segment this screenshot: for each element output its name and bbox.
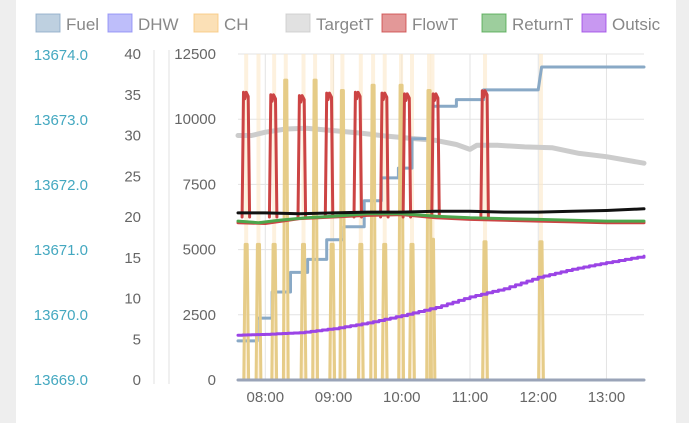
legend-label-ch: CH [224, 15, 249, 34]
series-ch-pulse [281, 78, 290, 382]
series-flowt-pulse [401, 92, 413, 219]
series-ch-pulse [369, 83, 377, 382]
legend-label-dhw: DHW [138, 15, 179, 34]
temp-axis-tick: 20 [124, 209, 141, 226]
series-ch-pulse [397, 83, 405, 382]
ch-axis-tick: 5000 [183, 242, 216, 259]
ch-axis-tick: 2500 [183, 307, 216, 324]
series-ch-pulse [242, 242, 251, 382]
fuel-axis-tick: 13669.0 [34, 372, 88, 389]
temp-axis-tick: 30 [124, 128, 141, 145]
series-ch-pulse [338, 89, 347, 382]
temp-axis-tick: 40 [124, 46, 141, 63]
series-flowt-pulse [430, 92, 441, 219]
series-flowt-pulse [379, 91, 390, 219]
x-axis-tick: 12:00 [519, 389, 557, 406]
series-ch-pulse [481, 240, 489, 382]
fuel-axis-tick: 13673.0 [34, 112, 88, 129]
ch-axis-tick: 7500 [183, 176, 216, 193]
series-ch-pulse [270, 242, 279, 382]
ch-burner-band [399, 54, 404, 380]
series-ch-pulse [356, 242, 365, 382]
legend-label-outsic: Outsic [612, 15, 661, 34]
series-ch-pulse [537, 240, 545, 382]
ch-axis-tick: 10000 [174, 111, 216, 128]
ch-axis-tick: 12500 [174, 46, 216, 63]
chart-card: Fuel DHW CH TargetT FlowT ReturnT Outsic 13674.… [16, 0, 676, 423]
temp-axis-tick: 35 [124, 87, 141, 104]
ch-burner-band [272, 54, 277, 380]
series-ch-pulse [311, 78, 319, 382]
x-axis-tick: 10:00 [383, 389, 421, 406]
legend-swatch-ch [193, 13, 219, 33]
legend-label-flowt: FlowT [412, 15, 458, 34]
chart-svg: Fuel DHW CH TargetT FlowT ReturnT Outsic 13674.… [34, 13, 661, 406]
legend-label-targett: TargetT [316, 15, 374, 34]
legend-swatch-outsic [581, 13, 607, 33]
ch-burner-band [244, 54, 249, 380]
series-flowt-pulse [323, 91, 335, 219]
ch-burner-band [283, 54, 288, 380]
x-axis-tick: 08:00 [247, 389, 285, 406]
series-ch-pulse [380, 242, 389, 382]
ch-burner-band [382, 54, 387, 380]
series-ch-pulse [328, 242, 337, 382]
x-axis-tick: 13:00 [588, 389, 626, 406]
legend-swatch-targett [285, 13, 311, 33]
fuel-axis-tick: 13674.0 [34, 47, 88, 64]
legend-swatch-flowt [381, 13, 407, 33]
legend-swatch-fuel [35, 13, 61, 33]
temp-axis-tick: 5 [133, 331, 141, 348]
series-flowt-pulse [267, 93, 279, 219]
fuel-axis-tick: 13672.0 [34, 177, 88, 194]
series-flowt-pulse [352, 90, 363, 219]
temp-axis-tick: 15 [124, 250, 141, 267]
fuel-axis-tick: 13671.0 [34, 242, 88, 259]
series-flowt-pulse [479, 89, 490, 219]
series-outside-line [236, 254, 646, 337]
temp-axis-tick: 0 [133, 372, 141, 389]
series-flowt-pulse [296, 94, 308, 219]
x-axis-tick: 11:00 [452, 389, 488, 406]
series-returnt-line [236, 212, 646, 225]
ch-burner-band [371, 54, 376, 380]
ch-burner-band [538, 54, 543, 380]
ch-axis-tick: 0 [208, 372, 216, 389]
legend-swatch-returnt [481, 13, 507, 33]
series-ch-pulse [254, 242, 263, 382]
series-ch-pulse [299, 242, 308, 382]
ch-burner-band [256, 54, 261, 380]
legend-label-returnt: ReturnT [512, 15, 573, 34]
legend-swatch-dhw [107, 13, 133, 33]
temp-axis-tick: 10 [124, 291, 141, 308]
x-axis-tick: 09:00 [315, 389, 353, 406]
legend-label-fuel: Fuel [66, 15, 99, 34]
fuel-axis-tick: 13670.0 [34, 307, 88, 324]
series-ch-pulse [425, 89, 433, 382]
series-black-line [236, 207, 646, 216]
temp-axis-tick: 25 [124, 168, 141, 185]
series-flowt-pulse [240, 90, 252, 219]
